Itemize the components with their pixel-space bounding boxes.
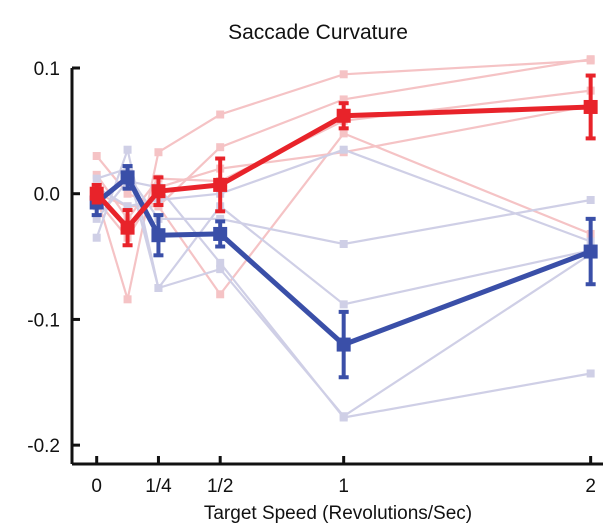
individual-point-6-0 xyxy=(92,174,101,183)
mean-point-blue-2 xyxy=(151,228,166,243)
individual-point-3-4 xyxy=(339,129,348,138)
individual-point-6-2 xyxy=(154,284,163,292)
individual-point-9-1 xyxy=(123,202,132,211)
individual-line-6 xyxy=(96,167,592,418)
individual-point-8-5 xyxy=(586,196,595,204)
individual-line-0 xyxy=(95,59,591,300)
individual-point-3-3 xyxy=(216,290,225,299)
individual-point-7-0 xyxy=(92,214,101,223)
individual-point-6-3 xyxy=(216,265,225,274)
mean-point-red-1 xyxy=(120,220,135,235)
individual-point-8-4 xyxy=(339,240,348,248)
x-tick-label-2: 1/2 xyxy=(207,476,233,497)
y-tick-label-0: 0.1 xyxy=(34,59,60,80)
individual-point-1-5 xyxy=(586,55,595,64)
x-tick-label-4: 2 xyxy=(585,476,596,497)
x-tick-label-3: 1 xyxy=(338,476,349,497)
individual-point-5-4 xyxy=(339,300,348,309)
individual-point-0-1 xyxy=(123,295,132,304)
individual-point-7-5 xyxy=(586,369,595,378)
individual-point-9-4 xyxy=(339,145,348,154)
mean-point-red-0 xyxy=(89,186,104,201)
individual-point-1-0 xyxy=(92,152,101,160)
individual-point-7-4 xyxy=(339,413,348,422)
mean-point-blue-5 xyxy=(583,244,598,259)
individual-point-0-4 xyxy=(339,70,348,79)
mean-point-red-5 xyxy=(583,99,598,114)
mean-point-blue-4 xyxy=(336,337,351,352)
individual-point-5-1 xyxy=(123,145,132,154)
individual-point-0-2 xyxy=(154,148,163,157)
individual-point-1-4 xyxy=(339,95,348,104)
individual-point-8-3 xyxy=(216,214,225,223)
mean-point-red-2 xyxy=(151,184,166,199)
chart-title: Saccade Curvature xyxy=(228,21,408,44)
y-tick-label-1: 0.0 xyxy=(34,185,60,206)
mean-lines-layer xyxy=(89,73,598,380)
mean-point-red-4 xyxy=(336,108,351,123)
individual-line-7 xyxy=(95,179,591,419)
axes-layer: 0.1 0.0 -0.1 -0.2 0 1/4 1/2 1 2 xyxy=(27,59,603,497)
x-tick-label-1: 1/4 xyxy=(145,476,172,497)
individual-point-0-3 xyxy=(216,110,225,119)
mean-point-red-3 xyxy=(213,177,228,192)
individual-point-1-1 xyxy=(123,189,132,198)
mean-point-blue-3 xyxy=(213,226,228,241)
individual-line-5 xyxy=(95,145,591,306)
individual-point-5-0 xyxy=(92,233,101,242)
x-tick-label-0: 0 xyxy=(91,476,102,497)
mean-point-blue-1 xyxy=(120,170,135,185)
individual-line-9 xyxy=(96,148,592,243)
individual-point-7-3 xyxy=(216,258,225,267)
individual-point-1-3 xyxy=(216,143,225,152)
y-tick-label-3: -0.2 xyxy=(27,436,60,457)
x-axis-label: Target Speed (Revolutions/Sec) xyxy=(204,503,472,524)
y-tick-label-2: -0.1 xyxy=(27,310,60,331)
